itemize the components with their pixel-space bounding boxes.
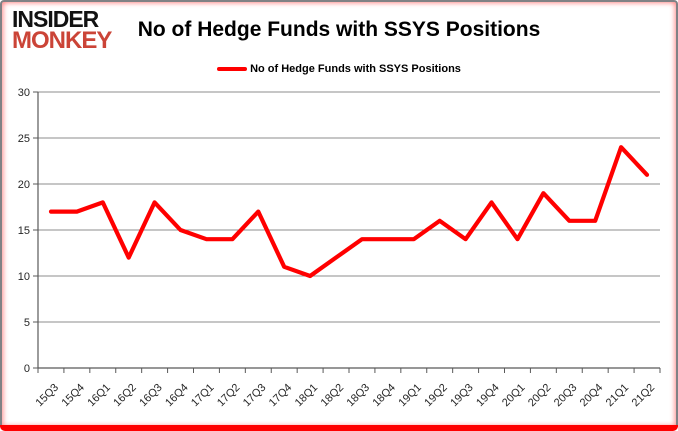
x-axis-label: 17Q3 — [241, 382, 269, 410]
x-axis-label: 20Q1 — [500, 382, 528, 410]
x-axis-label: 17Q1 — [189, 382, 217, 410]
insider-monkey-logo: INSIDER MONKEY — [12, 6, 112, 55]
x-axis-label: 17Q2 — [215, 382, 243, 410]
y-axis-label: 10 — [18, 271, 30, 283]
x-axis-label: 18Q2 — [319, 382, 347, 410]
logo-insider-text: INSIDER — [12, 6, 99, 32]
x-axis-label: 17Q4 — [267, 382, 295, 410]
x-axis-label: 19Q2 — [422, 382, 450, 410]
y-axis-label: 25 — [18, 133, 30, 145]
legend-line-swatch — [217, 66, 248, 72]
x-axis-label: 20Q2 — [526, 382, 554, 410]
logo-monkey-text: MONKEY — [12, 27, 112, 55]
x-axis-label: 18Q4 — [370, 382, 398, 410]
red-bottom-bar — [0, 425, 678, 431]
series-line — [48, 145, 650, 279]
x-axis-label: 15Q3 — [34, 382, 62, 410]
x-axis-label: 21Q1 — [604, 382, 632, 410]
legend: No of Hedge Funds with SSYS Positions — [2, 63, 676, 75]
x-axis-label: 18Q3 — [345, 382, 373, 410]
page-title: No of Hedge Funds with SSYS Positions — [137, 18, 541, 41]
x-axis-label: 16Q3 — [137, 382, 165, 410]
y-axis-label: 20 — [18, 179, 30, 191]
x-axis-label: 16Q2 — [111, 382, 139, 410]
y-axis-label: 15 — [18, 225, 30, 237]
x-axis-label: 21Q2 — [630, 382, 658, 410]
y-axis-label: 30 — [18, 87, 30, 99]
x-axis-label: 16Q4 — [163, 382, 191, 410]
x-axis-label: 19Q3 — [448, 382, 476, 410]
x-axis-label: 20Q3 — [552, 382, 580, 410]
y-axis-label: 0 — [24, 363, 30, 375]
x-axis-label: 20Q4 — [578, 382, 606, 410]
x-axis-label: 16Q1 — [85, 382, 113, 410]
x-axis-label: 19Q1 — [396, 382, 424, 410]
x-axis-label: 19Q4 — [474, 382, 502, 410]
y-axis-label: 5 — [24, 317, 30, 329]
x-axis-label: 15Q4 — [59, 382, 87, 410]
legend-label: No of Hedge Funds with SSYS Positions — [250, 63, 461, 75]
hedge-funds-line-chart: 0 5 10 15 20 25 30 15Q315Q416Q116Q216Q316Q417Q1… — [18, 87, 661, 410]
x-axis-label: 18Q1 — [293, 382, 321, 410]
